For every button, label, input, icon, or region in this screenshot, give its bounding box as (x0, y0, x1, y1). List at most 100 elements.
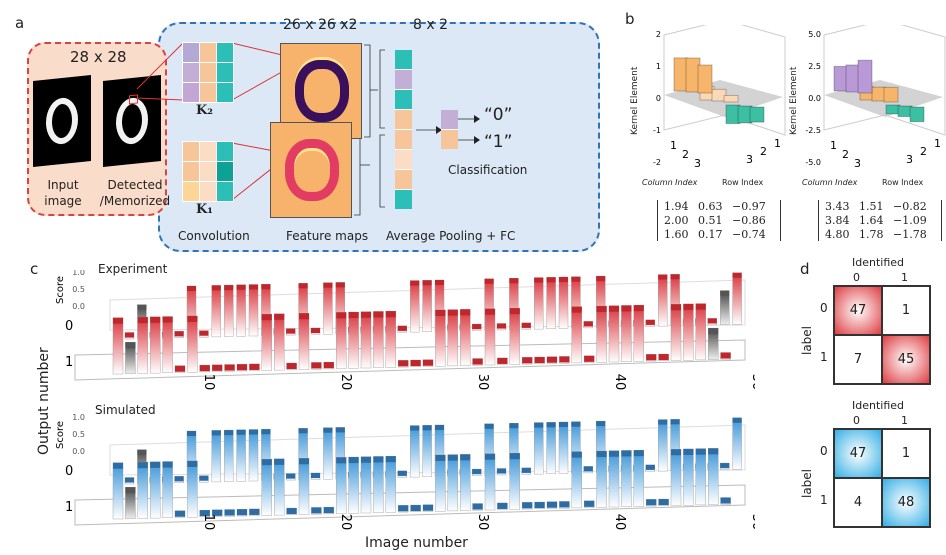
kernel-cell (217, 142, 233, 161)
bar-output-0 (360, 311, 372, 369)
matrix-cell: 1.64 (859, 214, 884, 227)
bar-top (621, 305, 632, 312)
kernel-bar (749, 106, 765, 123)
bar-top (435, 280, 444, 285)
fc-output-cell (441, 130, 458, 149)
bar-top (435, 454, 446, 461)
col-index-tick: 3 (694, 157, 701, 170)
kernel-bar (723, 94, 739, 103)
bar-top (732, 272, 742, 278)
row-tick: 1 (820, 350, 828, 364)
x-tick: 50 (749, 514, 755, 531)
bar-top (670, 419, 680, 425)
bar-top (286, 363, 297, 370)
bar-output-0 (683, 448, 694, 506)
chart-wall (823, 25, 946, 136)
matrix-cell: 47 (834, 286, 882, 335)
bar-output-1 (422, 425, 432, 478)
kernel-cell (217, 63, 233, 82)
col-index-tick: 1 (830, 139, 837, 152)
plot-floor (74, 484, 746, 526)
matrix-cell: 0.63 (698, 200, 723, 213)
bar-top (137, 462, 148, 469)
row-index-tick: 2 (760, 145, 767, 158)
bar-top (472, 358, 483, 365)
bar-top (447, 454, 458, 461)
bar-output-0 (149, 316, 161, 374)
chart-wall (663, 25, 786, 136)
bar-top (162, 461, 173, 468)
matrix-cell: 3.43 (825, 200, 850, 213)
bar-top (348, 312, 359, 319)
x-tick: 30 (475, 514, 490, 531)
bar-output-0 (608, 305, 620, 363)
bar-top (336, 312, 347, 319)
bar-output-0 (336, 312, 347, 369)
feature-map-k1 (270, 122, 352, 218)
bar-top (261, 459, 272, 466)
kernel-bar (883, 86, 899, 103)
bar-top (410, 280, 420, 286)
bar-top (261, 429, 271, 435)
x-tick-experiment: 30 (475, 374, 490, 391)
score-tick: 0.5 (72, 430, 85, 439)
bar-top (559, 501, 570, 508)
bar-output-0 (360, 456, 372, 514)
bar-output-1 (558, 421, 569, 474)
bar-top (187, 315, 198, 322)
bar-top (609, 305, 619, 312)
row-tick: 1 (65, 355, 73, 370)
xlabel-2: Column Index (802, 178, 858, 187)
output-0: “0” (484, 105, 513, 125)
score-bar-chart: 1.0 0.5 0.0 0 1 Score 1.0 0.5 0.0 0 1 Score 10 10 20 20… (55, 270, 755, 531)
bar-top (497, 502, 508, 509)
bar-top (670, 274, 680, 280)
col-index-tick: 2 (682, 148, 689, 161)
bar-top (646, 354, 657, 361)
kernel-cell (217, 162, 233, 181)
matrix-cell: 48 (882, 478, 930, 527)
matrix-cell: −0.74 (732, 228, 766, 241)
bar-top (571, 421, 581, 427)
matrix-cell: 1.51 (859, 200, 884, 213)
bar-top (671, 304, 681, 311)
bar-top (274, 313, 285, 320)
bar-output-0 (348, 456, 359, 514)
pooled-vector (395, 50, 412, 209)
bar-top (683, 448, 694, 455)
kernel-cell (217, 83, 233, 102)
bar-output-1 (236, 284, 246, 337)
bar-top (224, 364, 235, 371)
row-tick: 0 (65, 464, 73, 479)
kernel-cell (200, 162, 216, 181)
matrix-cell: 4 (834, 478, 882, 527)
bar-output-1 (223, 429, 234, 482)
bar-output-0 (683, 303, 694, 361)
x-tick-experiment: 20 (338, 374, 353, 391)
bar-top (547, 501, 557, 508)
bar-top (645, 464, 655, 470)
z-tick: 1 (656, 62, 661, 71)
bar-output-0 (509, 452, 520, 510)
x-tick: 10 (201, 514, 216, 531)
bar-top (571, 306, 582, 313)
bar-output-0 (571, 306, 582, 364)
input-size: 28 x 28 (70, 48, 127, 66)
zlabel-2: Kernel Element (789, 66, 799, 135)
row-index-tick: 3 (746, 153, 753, 166)
bar-top (658, 499, 669, 506)
bar-top (361, 456, 371, 463)
fc-output-cell (441, 110, 458, 129)
image-number-label: Image number (365, 535, 468, 551)
score-tick: 0.0 (72, 302, 85, 311)
bar-output-0 (460, 309, 471, 366)
bar-top (397, 325, 407, 331)
bar-output-0 (596, 305, 607, 363)
identified-title-2: Identified (852, 399, 905, 412)
bar-top (261, 314, 272, 321)
bar-top (299, 313, 309, 320)
pooled-cell (395, 170, 412, 189)
kernel-cell (183, 182, 199, 201)
confusion-matrix-experiment: 47 1 7 45 (833, 285, 931, 385)
x-tick-experiment: 50 (749, 374, 755, 391)
